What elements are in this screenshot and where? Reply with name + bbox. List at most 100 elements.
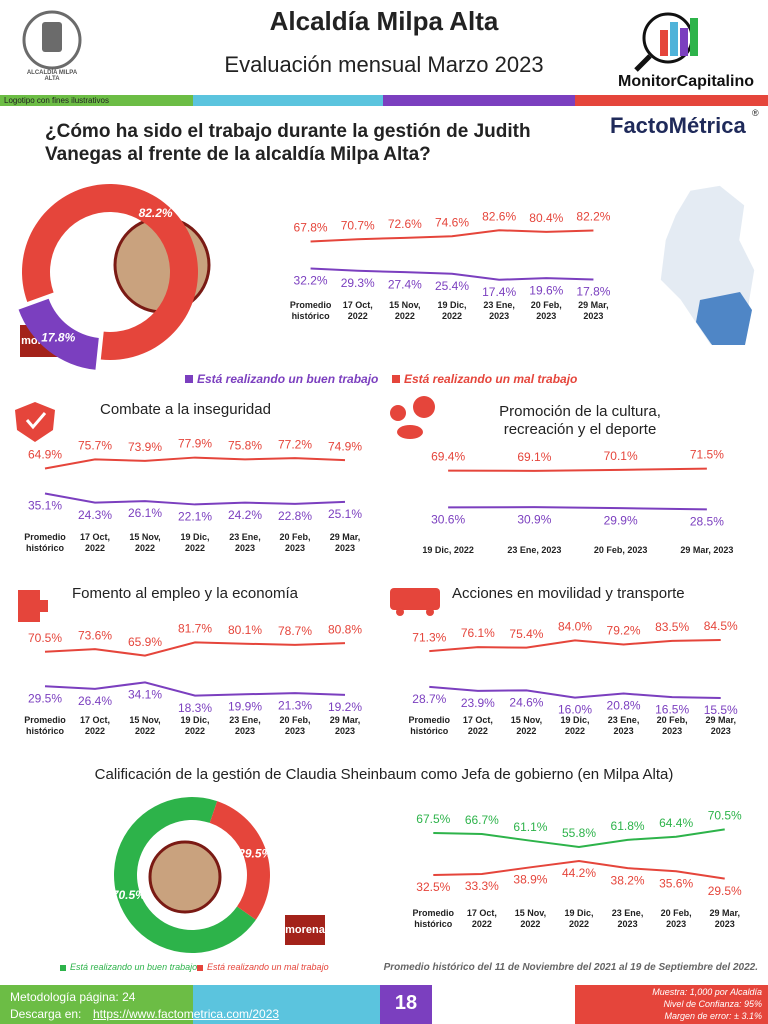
subtitle: Evaluación mensual Marzo 2023 xyxy=(224,52,544,77)
icon-bus xyxy=(390,588,440,610)
value-label: 55.8% xyxy=(562,826,596,840)
x-tick-label: 17 Oct, 2022 xyxy=(462,715,493,736)
legend-label: Está realizando un buen trabajo xyxy=(197,372,379,386)
x-tick-label: 17 Oct, 2022 xyxy=(79,532,110,553)
x-tick-label: 17 Oct, 2022 xyxy=(342,300,373,321)
value-label: 82.2% xyxy=(576,210,610,224)
value-label: 64.9% xyxy=(28,448,62,462)
value-label: 26.4% xyxy=(78,694,112,708)
footer-error: Margen de error: ± 3.1% xyxy=(664,1011,762,1021)
value-label: 25.1% xyxy=(328,507,362,521)
section-title: Acciones en movilidad y transporte xyxy=(452,585,685,602)
value-label: 76.1% xyxy=(461,626,495,640)
page-number: 18 xyxy=(394,992,418,1014)
x-tick-label: 20 Feb, 2023 xyxy=(656,715,688,736)
value-label: 84.0% xyxy=(558,620,592,634)
donut-segment xyxy=(209,801,270,920)
value-label: 29.5% xyxy=(237,847,272,861)
value-label: 82.2% xyxy=(139,206,173,220)
x-tick-label: 23 Ene, 2023 xyxy=(607,715,640,736)
value-label: 16.0% xyxy=(558,703,592,717)
icon-ball xyxy=(390,405,406,421)
value-label: 79.2% xyxy=(607,624,641,638)
value-label: 82.6% xyxy=(482,209,516,223)
x-tick-label: 20 Feb, 2023 xyxy=(279,715,311,736)
photo xyxy=(148,840,222,914)
value-label: 32.2% xyxy=(294,274,328,288)
monitor-logo-bar xyxy=(680,28,688,56)
value-label: 61.8% xyxy=(611,819,645,833)
value-label: 65.9% xyxy=(128,635,162,649)
party-logo-text: morena xyxy=(285,924,326,936)
line xyxy=(433,828,725,849)
value-label: 70.5% xyxy=(708,809,742,823)
title: Alcaldía Milpa Alta xyxy=(269,6,499,36)
line xyxy=(44,492,346,506)
value-label: 80.8% xyxy=(328,622,362,636)
x-tick-label: 19 Dic, 2022 xyxy=(180,532,210,553)
x-tick-label: 23 Ene, 2023 xyxy=(483,300,515,321)
value-label: 71.5% xyxy=(690,448,724,462)
value-label: 69.1% xyxy=(517,450,551,464)
value-label: 73.6% xyxy=(78,628,112,642)
value-label: 70.5% xyxy=(112,888,146,902)
line xyxy=(310,229,594,243)
x-tick-label: Promedio histórico xyxy=(408,715,451,736)
value-label: 27.4% xyxy=(388,277,422,291)
value-label: 25.4% xyxy=(435,279,469,293)
value-label: 29.3% xyxy=(341,276,375,290)
footer-block xyxy=(0,985,193,1024)
x-tick-label: 23 Ene, 2023 xyxy=(507,545,562,555)
color-band xyxy=(575,95,768,106)
value-label: 64.4% xyxy=(659,816,693,830)
icon-bus-wheel xyxy=(396,608,404,616)
value-label: 17.8% xyxy=(576,285,610,299)
value-label: 83.5% xyxy=(655,620,689,634)
x-tick-label: 20 Feb, 2023 xyxy=(593,545,648,555)
value-label: 30.9% xyxy=(517,512,551,526)
footer-link[interactable]: https://www.factometrica.com/2023 xyxy=(93,1007,280,1021)
legend-label: Está realizando un mal trabajo xyxy=(404,372,578,386)
value-label: 72.6% xyxy=(388,217,422,231)
value-label: 78.7% xyxy=(278,624,312,638)
brand-facto: FactoMétrica xyxy=(610,113,746,138)
x-tick-label: 29 Mar, 2023 xyxy=(578,300,609,321)
value-label: 67.5% xyxy=(416,812,450,826)
value-label: 70.5% xyxy=(28,631,62,645)
x-tick-label: 19 Dic, 2022 xyxy=(437,300,467,321)
line xyxy=(448,467,707,472)
color-band xyxy=(193,95,383,106)
footer-block xyxy=(193,985,380,1024)
value-label: 73.9% xyxy=(128,440,162,454)
value-label: 19.2% xyxy=(328,700,362,714)
value-label: 80.4% xyxy=(529,211,563,225)
value-label: 35.1% xyxy=(28,499,62,513)
brand-monitor: MonitorCapitalino xyxy=(618,73,754,90)
note: Promedio histórico del 11 de Noviembre d… xyxy=(383,962,758,973)
value-label: 26.1% xyxy=(128,506,162,520)
x-tick-label: 17 Oct, 2022 xyxy=(466,908,497,929)
x-tick-label: 23 Ene, 2023 xyxy=(611,908,644,929)
x-tick-label: 29 Mar, 2023 xyxy=(329,715,361,736)
line xyxy=(429,639,721,653)
donut-segment xyxy=(114,797,256,954)
x-tick-label: Promedio histórico xyxy=(289,300,332,321)
value-label: 38.2% xyxy=(611,873,645,887)
value-label: 29.5% xyxy=(708,884,742,898)
x-tick-label: 15 Nov, 2022 xyxy=(129,715,161,736)
value-label: 66.7% xyxy=(465,813,499,827)
value-label: 23.9% xyxy=(461,696,495,710)
x-tick-label: 23 Ene, 2023 xyxy=(229,715,261,736)
value-label: 77.2% xyxy=(278,437,312,451)
x-tick-label: 19 Dic, 2022 xyxy=(180,715,210,736)
footer-method: Metodología página: 24 xyxy=(10,990,136,1004)
value-label: 80.1% xyxy=(228,623,262,637)
value-label: 28.7% xyxy=(412,692,446,706)
icon-bus-wheel xyxy=(426,608,434,616)
icon-ball xyxy=(397,425,423,439)
line xyxy=(310,267,594,281)
value-label: 32.5% xyxy=(416,880,450,894)
value-label: 77.9% xyxy=(178,437,212,451)
